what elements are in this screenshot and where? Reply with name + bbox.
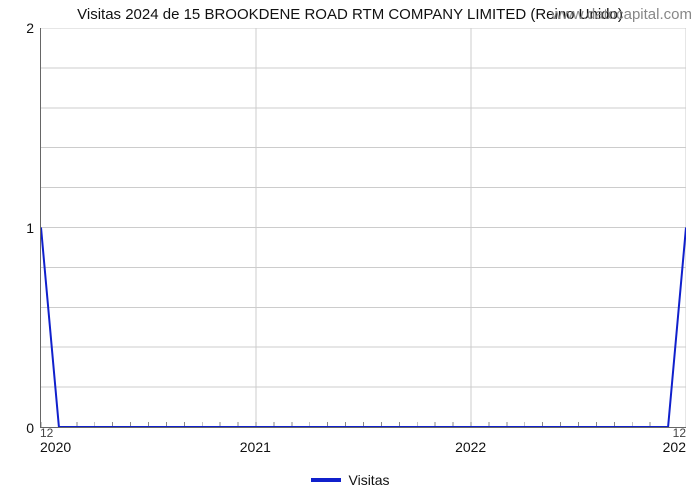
plot-area (40, 28, 686, 428)
legend-swatch (311, 478, 341, 482)
x-tick-label-year: 2021 (240, 439, 271, 455)
x-tick-label-year: 2020 (40, 439, 71, 455)
x-tick-label-month: 12 (40, 426, 53, 440)
y-tick-label: 2 (6, 20, 34, 36)
legend-label: Visitas (349, 472, 390, 488)
chart-svg (41, 28, 686, 427)
y-tick-label: 0 (6, 420, 34, 436)
watermark-text: www.datocapital.com (551, 6, 692, 23)
visits-chart: Visitas 2024 de 15 BROOKDENE ROAD RTM CO… (0, 0, 700, 500)
x-tick-label-year: 2022 (455, 439, 486, 455)
visits-line (41, 228, 686, 428)
chart-legend: Visitas (0, 472, 700, 488)
y-tick-label: 1 (6, 220, 34, 236)
x-tick-label-month: 12 (673, 426, 686, 440)
x-tick-label-year: 202 (663, 439, 686, 455)
